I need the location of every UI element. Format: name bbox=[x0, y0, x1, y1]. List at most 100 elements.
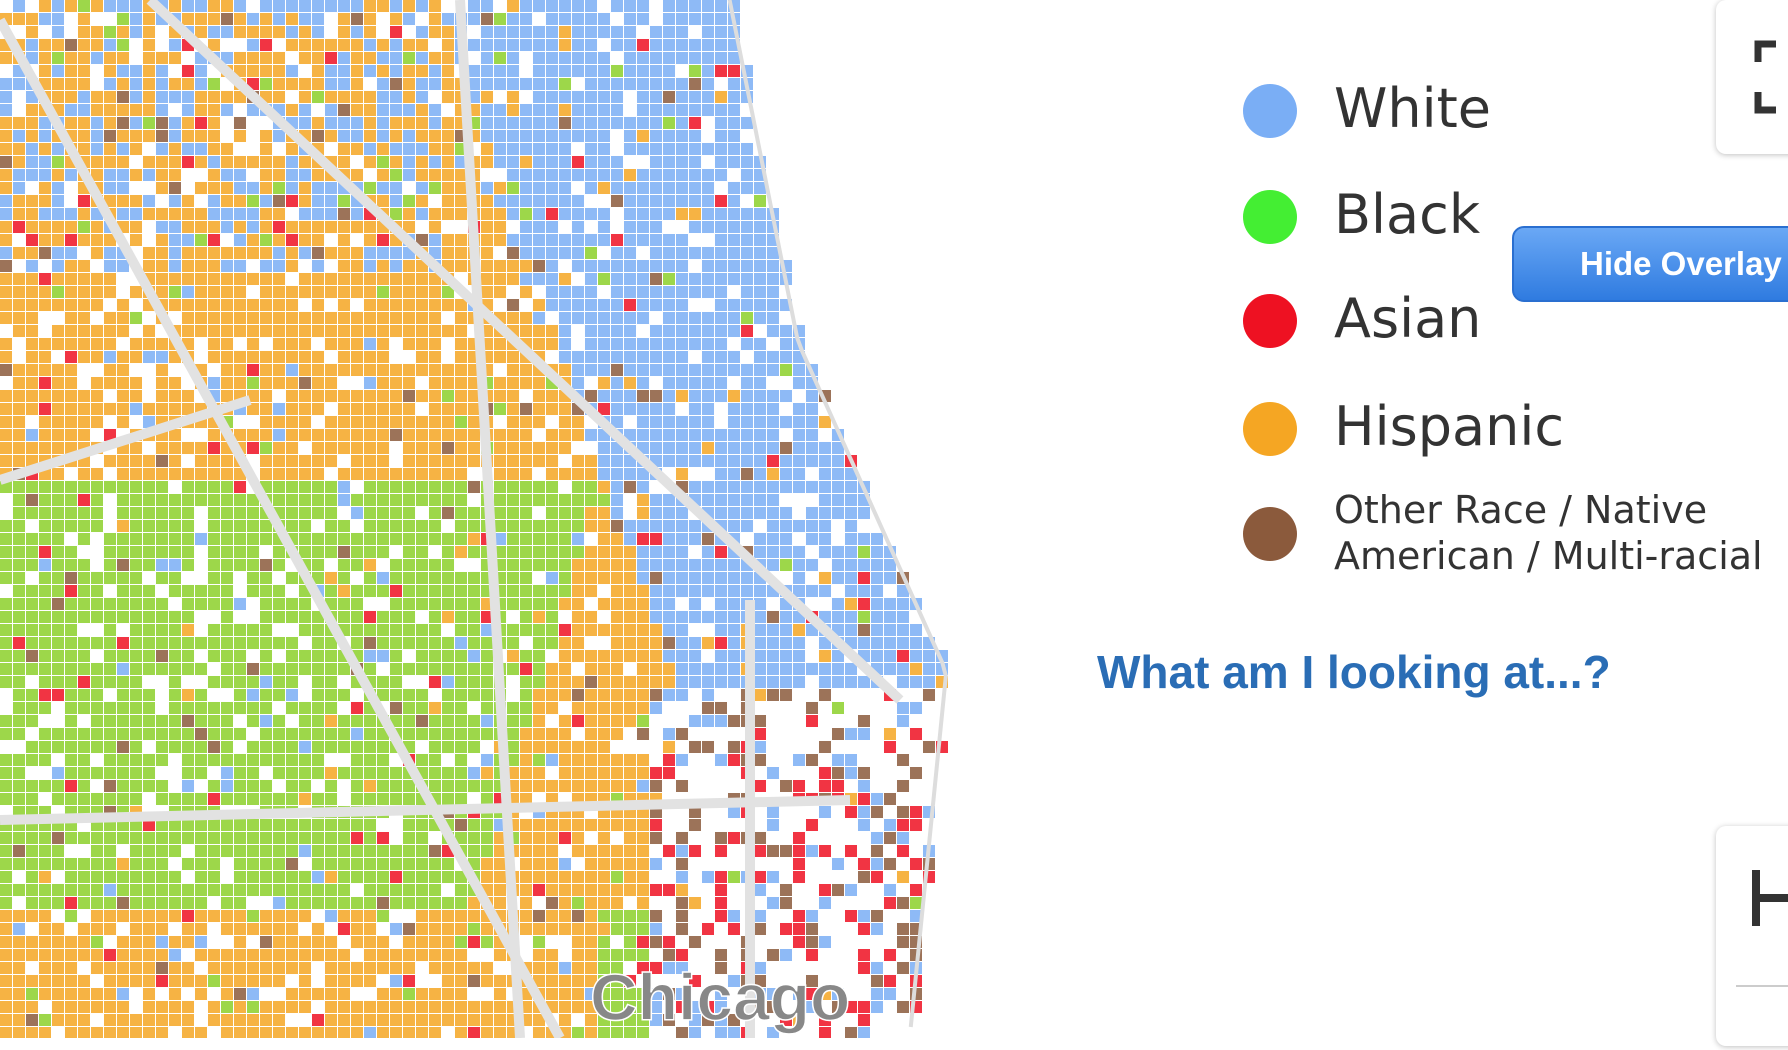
map-block bbox=[637, 780, 649, 792]
map-block bbox=[130, 741, 142, 753]
map-block bbox=[26, 494, 38, 506]
map-block bbox=[715, 468, 727, 480]
map-block bbox=[572, 221, 584, 233]
map-block bbox=[598, 117, 610, 129]
map-block bbox=[754, 689, 766, 701]
map-block bbox=[351, 208, 363, 220]
map-block bbox=[754, 299, 766, 311]
map-block bbox=[585, 871, 597, 883]
map-block bbox=[364, 884, 376, 896]
map-block bbox=[546, 832, 558, 844]
map-block bbox=[156, 936, 168, 948]
map-block bbox=[572, 988, 584, 1000]
map-block bbox=[364, 390, 376, 402]
map-block bbox=[533, 650, 545, 662]
map-block bbox=[208, 533, 220, 545]
fullscreen-button[interactable] bbox=[1716, 0, 1788, 154]
map-block bbox=[26, 884, 38, 896]
map-block bbox=[91, 936, 103, 948]
map-block bbox=[559, 520, 571, 532]
map-block bbox=[78, 767, 90, 779]
map-block bbox=[130, 689, 142, 701]
map-block bbox=[416, 936, 428, 948]
map-block bbox=[169, 52, 181, 64]
map-block bbox=[117, 858, 129, 870]
map-block bbox=[910, 897, 922, 909]
map-block bbox=[377, 91, 389, 103]
map-block bbox=[520, 117, 532, 129]
map-block bbox=[52, 585, 64, 597]
map-block bbox=[390, 26, 402, 38]
map-block bbox=[494, 130, 506, 142]
map-block bbox=[390, 624, 402, 636]
zoom-control[interactable] bbox=[1716, 826, 1788, 1046]
map-block bbox=[507, 143, 519, 155]
map-block bbox=[442, 793, 454, 805]
map-block bbox=[221, 494, 233, 506]
map-block bbox=[494, 442, 506, 454]
map-block bbox=[52, 962, 64, 974]
help-link[interactable]: What am I looking at...? bbox=[1097, 646, 1611, 698]
map-block bbox=[780, 533, 792, 545]
map-block bbox=[221, 390, 233, 402]
map-block bbox=[325, 689, 337, 701]
map-block bbox=[494, 403, 506, 415]
map-block bbox=[286, 13, 298, 25]
map-block bbox=[247, 819, 259, 831]
map-block bbox=[26, 312, 38, 324]
map-block bbox=[611, 39, 623, 51]
map-block bbox=[78, 13, 90, 25]
map-block bbox=[117, 104, 129, 116]
map-block bbox=[806, 585, 818, 597]
map-block bbox=[104, 728, 116, 740]
map-block bbox=[468, 676, 480, 688]
map-block bbox=[598, 442, 610, 454]
map-block bbox=[403, 871, 415, 883]
map-block bbox=[117, 520, 129, 532]
map-block bbox=[39, 676, 51, 688]
map-block bbox=[364, 858, 376, 870]
map-block bbox=[26, 559, 38, 571]
map-block bbox=[169, 208, 181, 220]
map-block bbox=[65, 585, 77, 597]
map-block bbox=[247, 312, 259, 324]
map-block bbox=[754, 923, 766, 935]
map-block bbox=[585, 650, 597, 662]
map-block bbox=[221, 481, 233, 493]
map-block bbox=[338, 52, 350, 64]
map-block bbox=[286, 0, 298, 12]
map-block bbox=[286, 780, 298, 792]
map-block bbox=[611, 1014, 623, 1026]
map-block bbox=[520, 13, 532, 25]
map-block bbox=[260, 728, 272, 740]
map-block bbox=[143, 949, 155, 961]
map-block bbox=[286, 923, 298, 935]
map-block bbox=[650, 429, 662, 441]
map-block bbox=[767, 481, 779, 493]
map-block bbox=[78, 702, 90, 714]
map-block bbox=[338, 468, 350, 480]
map-block bbox=[299, 949, 311, 961]
hide-overlay-button[interactable]: Hide Overlay bbox=[1512, 226, 1788, 302]
map-block bbox=[156, 741, 168, 753]
map-block bbox=[221, 312, 233, 324]
map-block bbox=[65, 910, 77, 922]
map-block bbox=[741, 169, 753, 181]
map-block bbox=[637, 936, 649, 948]
map-block bbox=[13, 312, 25, 324]
map-block bbox=[611, 845, 623, 857]
map-block bbox=[117, 598, 129, 610]
map-block bbox=[325, 65, 337, 77]
map-block bbox=[299, 819, 311, 831]
map-block bbox=[195, 26, 207, 38]
map-block bbox=[429, 117, 441, 129]
map-block bbox=[26, 1014, 38, 1026]
map-block bbox=[871, 923, 883, 935]
map-block bbox=[117, 65, 129, 77]
map-block bbox=[13, 728, 25, 740]
map-block bbox=[728, 975, 740, 987]
map-block bbox=[130, 143, 142, 155]
map-block bbox=[520, 689, 532, 701]
map-block bbox=[572, 507, 584, 519]
map-block bbox=[559, 884, 571, 896]
